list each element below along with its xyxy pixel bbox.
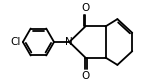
Text: O: O xyxy=(81,3,89,13)
Text: O: O xyxy=(81,71,89,81)
Text: N: N xyxy=(65,37,73,47)
Text: Cl: Cl xyxy=(11,37,21,47)
